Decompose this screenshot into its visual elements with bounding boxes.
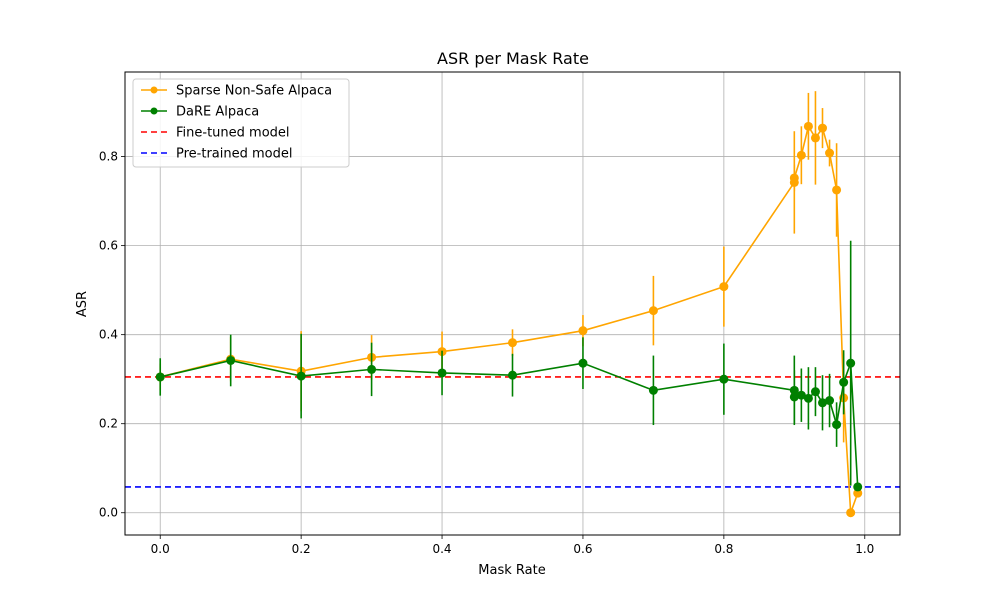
plot-frame	[124, 71, 901, 536]
x-tick-label: 0.8	[714, 542, 733, 556]
x-axis-ticks: 0.0 0.2 0.4 0.6 0.8 1.0	[151, 535, 874, 556]
x-tick-label: 0.6	[573, 542, 592, 556]
x-tick-label: 0.2	[292, 542, 311, 556]
data-point	[719, 282, 729, 292]
data-point	[810, 133, 820, 143]
data-point	[508, 370, 517, 380]
y-tick-label: 0.8	[99, 150, 118, 164]
data-point	[296, 371, 306, 381]
data-point	[367, 364, 377, 374]
data-point	[810, 387, 820, 397]
legend-entry: DaRE Alpaca	[176, 105, 259, 120]
data-point	[832, 420, 842, 430]
legend-entry: Pre-trained model	[176, 147, 292, 162]
y-axis-ticks: 0.0 0.2 0.4 0.6 0.8	[99, 150, 125, 520]
data-point	[832, 185, 842, 195]
x-tick-label: 0.0	[151, 542, 170, 556]
data-point	[789, 385, 799, 395]
x-tick-label: 0.4	[432, 542, 451, 556]
data-point	[796, 150, 806, 160]
legend-box	[132, 78, 350, 168]
data-point	[719, 374, 729, 384]
data-point	[818, 123, 827, 133]
y-axis-label: ASR	[75, 291, 90, 317]
data-point	[803, 121, 813, 131]
series-group	[155, 240, 863, 492]
legend-marker	[150, 107, 158, 115]
x-axis-label: Mask Rate	[478, 563, 545, 578]
data-point	[825, 396, 835, 406]
data-point	[226, 355, 236, 365]
data-point	[796, 390, 806, 400]
data-point	[437, 368, 447, 378]
series-layer	[155, 91, 863, 518]
data-point	[818, 398, 827, 408]
legend-marker	[150, 86, 158, 94]
data-point	[578, 326, 588, 336]
chart-title: ASR per Mask Rate	[437, 49, 589, 68]
y-tick-label: 0.4	[99, 328, 118, 342]
data-point	[825, 148, 835, 158]
data-point	[155, 372, 165, 382]
legend-entry: Fine-tuned model	[176, 126, 290, 141]
data-point	[789, 392, 799, 402]
legend-entry: Sparse Non-Safe Alpaca	[176, 84, 332, 99]
data-point	[846, 508, 856, 518]
data-point	[648, 306, 658, 316]
y-tick-label: 0.6	[99, 239, 118, 253]
y-tick-label: 0.0	[99, 506, 118, 520]
data-point	[578, 358, 588, 368]
data-point	[846, 358, 856, 368]
data-point	[803, 393, 813, 403]
data-point	[508, 338, 517, 348]
legend: Sparse Non-Safe Alpaca DaRE Alpaca Fine-tu…	[132, 78, 350, 168]
series-line	[160, 124, 859, 514]
reference-lines	[125, 376, 900, 488]
data-point	[839, 377, 849, 387]
y-tick-label: 0.2	[99, 417, 118, 431]
data-point	[853, 488, 863, 498]
x-tick-label: 1.0	[855, 542, 874, 556]
data-point	[789, 173, 799, 183]
data-point	[853, 482, 863, 492]
data-point	[648, 385, 658, 395]
